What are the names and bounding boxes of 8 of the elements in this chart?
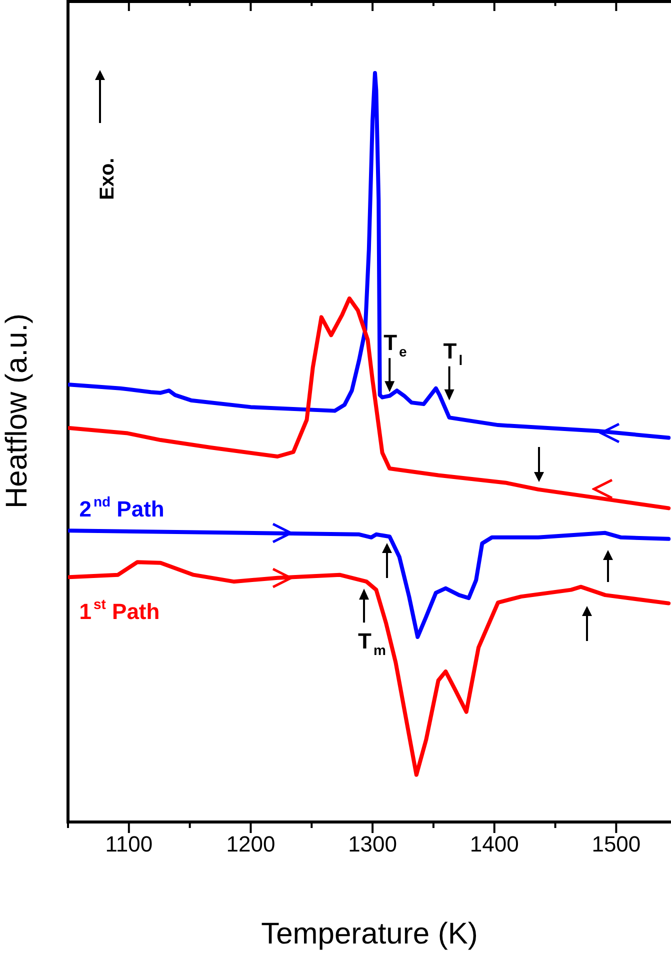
- y-axis-title: Heatflow (a.u.): [0, 313, 34, 509]
- x-tick-label: 1200: [226, 831, 276, 856]
- x-axis-title: Temperature (K): [261, 917, 478, 950]
- x-tick-label: 1400: [470, 831, 519, 856]
- x-tick-label: 1300: [348, 831, 398, 856]
- x-tick-label: 1500: [592, 831, 641, 856]
- x-tick-label: 1100: [105, 831, 153, 856]
- annotation: Exo.: [96, 158, 119, 200]
